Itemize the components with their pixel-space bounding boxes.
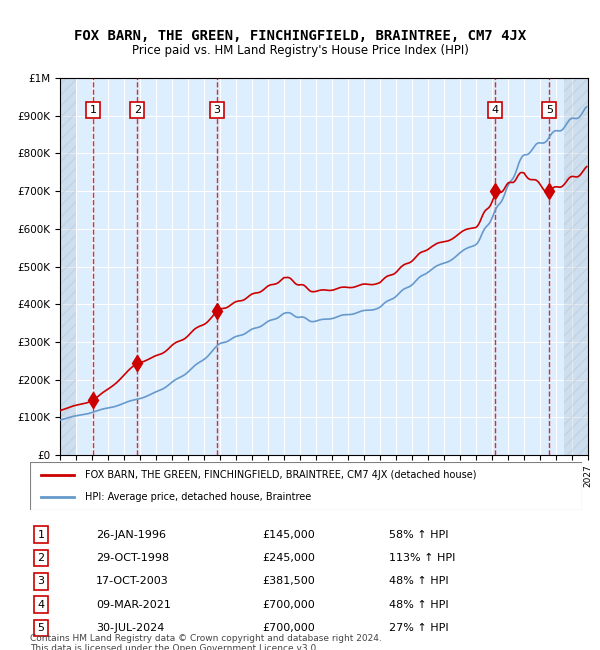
Text: Price paid vs. HM Land Registry's House Price Index (HPI): Price paid vs. HM Land Registry's House … xyxy=(131,44,469,57)
Text: 29-OCT-1998: 29-OCT-1998 xyxy=(96,553,169,563)
Text: 2: 2 xyxy=(37,553,44,563)
Text: 48% ↑ HPI: 48% ↑ HPI xyxy=(389,577,448,586)
Text: £700,000: £700,000 xyxy=(262,623,314,633)
Text: £245,000: £245,000 xyxy=(262,553,315,563)
Text: 17-OCT-2003: 17-OCT-2003 xyxy=(96,577,169,586)
Text: 48% ↑ HPI: 48% ↑ HPI xyxy=(389,600,448,610)
Text: 58% ↑ HPI: 58% ↑ HPI xyxy=(389,530,448,540)
Text: 2: 2 xyxy=(134,105,141,115)
Text: 4: 4 xyxy=(37,600,44,610)
Text: FOX BARN, THE GREEN, FINCHINGFIELD, BRAINTREE, CM7 4JX (detached house): FOX BARN, THE GREEN, FINCHINGFIELD, BRAI… xyxy=(85,470,476,480)
Text: 1: 1 xyxy=(89,105,97,115)
Text: FOX BARN, THE GREEN, FINCHINGFIELD, BRAINTREE, CM7 4JX: FOX BARN, THE GREEN, FINCHINGFIELD, BRAI… xyxy=(74,29,526,44)
Text: 27% ↑ HPI: 27% ↑ HPI xyxy=(389,623,448,633)
Text: 5: 5 xyxy=(546,105,553,115)
Bar xyxy=(564,78,588,455)
Text: 113% ↑ HPI: 113% ↑ HPI xyxy=(389,553,455,563)
Text: 09-MAR-2021: 09-MAR-2021 xyxy=(96,600,171,610)
Text: £145,000: £145,000 xyxy=(262,530,314,540)
Text: 3: 3 xyxy=(38,577,44,586)
Text: 4: 4 xyxy=(491,105,499,115)
Text: £381,500: £381,500 xyxy=(262,577,314,586)
Text: £700,000: £700,000 xyxy=(262,600,314,610)
Text: 3: 3 xyxy=(213,105,220,115)
Text: 5: 5 xyxy=(38,623,44,633)
Text: 26-JAN-1996: 26-JAN-1996 xyxy=(96,530,166,540)
Text: 1: 1 xyxy=(38,530,44,540)
Bar xyxy=(60,78,76,455)
Text: 30-JUL-2024: 30-JUL-2024 xyxy=(96,623,164,633)
Text: HPI: Average price, detached house, Braintree: HPI: Average price, detached house, Brai… xyxy=(85,491,311,502)
Text: Contains HM Land Registry data © Crown copyright and database right 2024.
This d: Contains HM Land Registry data © Crown c… xyxy=(30,634,382,650)
FancyBboxPatch shape xyxy=(30,462,582,510)
